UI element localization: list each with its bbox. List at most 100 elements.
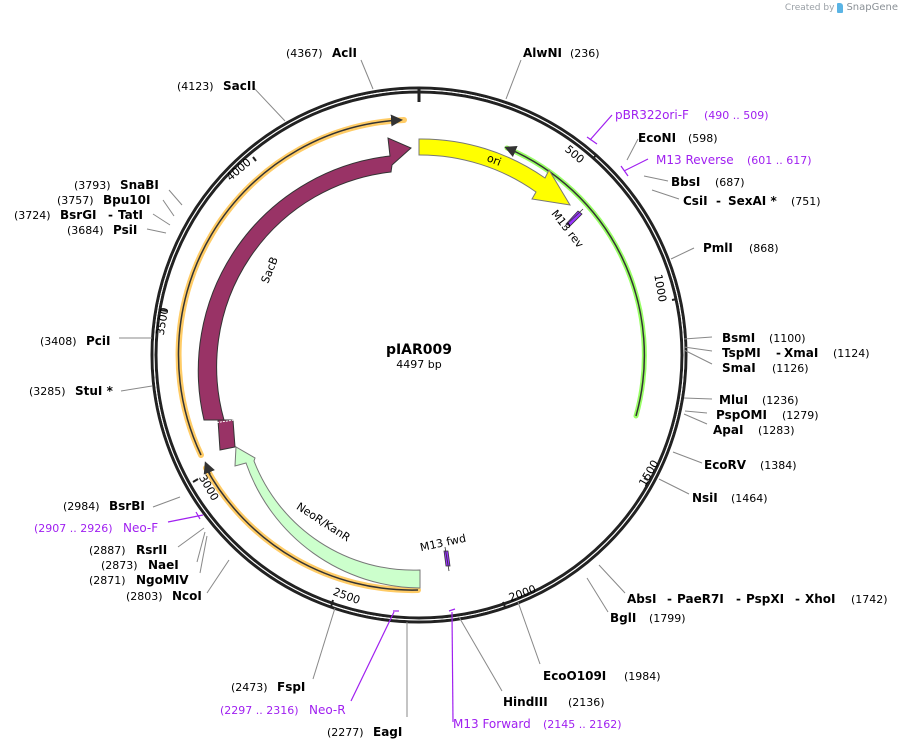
enzyme-pspomi[interactable]: PspOMI (1279) (716, 408, 819, 422)
svg-text:(2907 .. 2926): (2907 .. 2926) (34, 522, 113, 535)
svg-text:3500: 3500 (154, 306, 172, 336)
svg-text:1000: 1000 (651, 273, 669, 303)
svg-text:PciI: PciI (86, 334, 111, 348)
svg-text:(2803): (2803) (126, 590, 163, 603)
feature-m13-rev[interactable]: M13 rev (548, 207, 586, 250)
svg-text:TatI: TatI (118, 208, 143, 222)
svg-text:(687): (687) (715, 176, 745, 189)
svg-text:(2145 .. 2162): (2145 .. 2162) (543, 718, 622, 731)
svg-text:EcoNI: EcoNI (638, 131, 676, 145)
svg-text:NcoI: NcoI (172, 589, 202, 603)
enzyme-bbsi[interactable]: BbsI (687) (671, 175, 745, 189)
enzyme-econi[interactable]: EcoNI (598) (638, 131, 718, 145)
primer-neo-r[interactable]: (2297 .. 2316) Neo-R (220, 703, 346, 717)
enzyme-ecoo109i[interactable]: EcoO109I (1984) (543, 669, 661, 683)
enzyme-ecorv[interactable]: EcoRV (1384) (704, 458, 797, 472)
plasmid-name: pIAR009 (386, 342, 452, 358)
feature-m13-fwd[interactable]: M13 fwd (419, 532, 467, 572)
feature-ori[interactable]: ori (418, 138, 571, 206)
svg-text:AclI: AclI (332, 46, 357, 60)
svg-text:SnaBI: SnaBI (120, 178, 159, 192)
svg-text:EcoRV: EcoRV (704, 458, 747, 472)
svg-text:(1742): (1742) (851, 593, 888, 606)
svg-text:PsiI: PsiI (113, 223, 137, 237)
svg-text:(868): (868) (749, 242, 779, 255)
enzyme-csii-sexai[interactable]: CsiI - SexAI * (751) (683, 194, 821, 208)
enzyme-bpu10i[interactable]: (3757) Bpu10I (57, 193, 150, 207)
svg-text:(236): (236) (570, 47, 600, 60)
orange-arc (175, 114, 421, 594)
enzyme-bsrbi[interactable]: (2984) BsrBI (63, 499, 145, 513)
svg-text:(3757): (3757) (57, 194, 94, 207)
svg-text:(2871): (2871) (89, 574, 126, 587)
svg-text:AbsI: AbsI (627, 592, 656, 606)
svg-text:(3285): (3285) (29, 385, 66, 398)
svg-text:SmaI: SmaI (722, 361, 756, 375)
enzyme-pmli[interactable]: PmlI (868) (703, 241, 779, 255)
svg-text:StuI *: StuI * (75, 384, 114, 398)
enzyme-tspmi-xmai[interactable]: TspMI - XmaI (1124) (722, 346, 870, 360)
enzyme-stui[interactable]: (3285) StuI * (29, 384, 114, 398)
tick-3500: 3500 (154, 306, 172, 336)
svg-text:CsiI: CsiI (683, 194, 708, 208)
primer-m13-forward[interactable]: M13 Forward (2145 .. 2162) (453, 717, 622, 731)
svg-text:(2473): (2473) (231, 681, 268, 694)
svg-text:SacB: SacB (259, 255, 281, 285)
svg-text:(2887): (2887) (89, 544, 126, 557)
enzyme-mlui[interactable]: MluI (1236) (719, 393, 799, 407)
svg-text:(2984): (2984) (63, 500, 100, 513)
primer-pbr322ori-f[interactable]: pBR322ori-F (490 .. 509) (615, 108, 769, 122)
svg-text:(601 .. 617): (601 .. 617) (747, 154, 812, 167)
enzyme-psii[interactable]: (3684) PsiI (67, 223, 137, 237)
svg-text:FspI: FspI (277, 680, 305, 694)
svg-text:Neo-F: Neo-F (123, 521, 158, 535)
enzyme-bsmi[interactable]: BsmI (1100) (722, 331, 806, 345)
enzyme-alwni[interactable]: AlwNI (236) (523, 46, 600, 60)
enzyme-ngomiv[interactable]: (2871) NgoMIV (89, 573, 189, 587)
svg-text:PspXI: PspXI (746, 592, 784, 606)
snapgene-credit: Created by SnapGene (785, 2, 898, 13)
svg-text:(1984): (1984) (624, 670, 661, 683)
svg-text:(2136): (2136) (568, 696, 605, 709)
svg-text:-: - (667, 592, 672, 606)
snapgene-logo-icon (837, 2, 844, 13)
svg-text:(1799): (1799) (649, 612, 686, 625)
svg-text:M13 Reverse: M13 Reverse (656, 153, 734, 167)
primer-neo-f[interactable]: (2907 .. 2926) Neo-F (34, 521, 158, 535)
svg-text:Bpu10I: Bpu10I (103, 193, 150, 207)
enzyme-bgli[interactable]: BglI (1799) (610, 611, 686, 625)
enzyme-smai[interactable]: SmaI (1126) (722, 361, 809, 375)
svg-text:(2297 .. 2316): (2297 .. 2316) (220, 704, 299, 717)
enzyme-bsrgi-tati[interactable]: (3724) BsrGI - TatI (14, 208, 143, 222)
enzyme-eagi[interactable]: (2277) EagI (327, 725, 402, 739)
enzyme-apai[interactable]: ApaI (1283) (713, 423, 795, 437)
svg-text:-: - (776, 346, 781, 360)
svg-text:BsrGI: BsrGI (60, 208, 97, 222)
enzyme-nsii[interactable]: NsiI (1464) (692, 491, 768, 505)
svg-text:NgoMIV: NgoMIV (136, 573, 189, 587)
svg-text:PmlI: PmlI (703, 241, 733, 255)
feature-sacb[interactable]: SacB (197, 137, 412, 451)
svg-text:ori: ori (485, 151, 503, 168)
svg-text:Neo-R: Neo-R (309, 703, 346, 717)
svg-text:EagI: EagI (373, 725, 402, 739)
svg-text:TspMI: TspMI (722, 346, 761, 360)
svg-text:-: - (108, 208, 113, 222)
enzyme-snabi[interactable]: (3793) SnaBI (74, 178, 159, 192)
enzyme-naei[interactable]: (2873) NaeI (101, 558, 179, 572)
svg-text:PaeR7I: PaeR7I (677, 592, 724, 606)
primer-m13-reverse[interactable]: M13 Reverse (601 .. 617) (656, 153, 812, 167)
enzyme-fspi[interactable]: (2473) FspI (231, 680, 305, 694)
enzyme-hindiii[interactable]: HindIII (2136) (503, 695, 605, 709)
svg-text:(3724): (3724) (14, 209, 51, 222)
enzyme-sacii[interactable]: (4123) SacII (177, 79, 256, 93)
enzyme-acli[interactable]: (4367) AclI (286, 46, 357, 60)
svg-text:XhoI: XhoI (805, 592, 836, 606)
enzyme-pcii[interactable]: (3408) PciI (40, 334, 111, 348)
enzyme-absi-paer7i-pspxi-xhoi[interactable]: AbsI - PaeR7I - PspXI - XhoI (1742) (627, 592, 888, 606)
svg-text:(2873): (2873) (101, 559, 138, 572)
enzyme-ncoi[interactable]: (2803) NcoI (126, 589, 202, 603)
svg-text:pBR322ori-F: pBR322ori-F (615, 108, 689, 122)
svg-text:M13 fwd: M13 fwd (419, 532, 467, 554)
enzyme-rsrii[interactable]: (2887) RsrII (89, 543, 167, 557)
